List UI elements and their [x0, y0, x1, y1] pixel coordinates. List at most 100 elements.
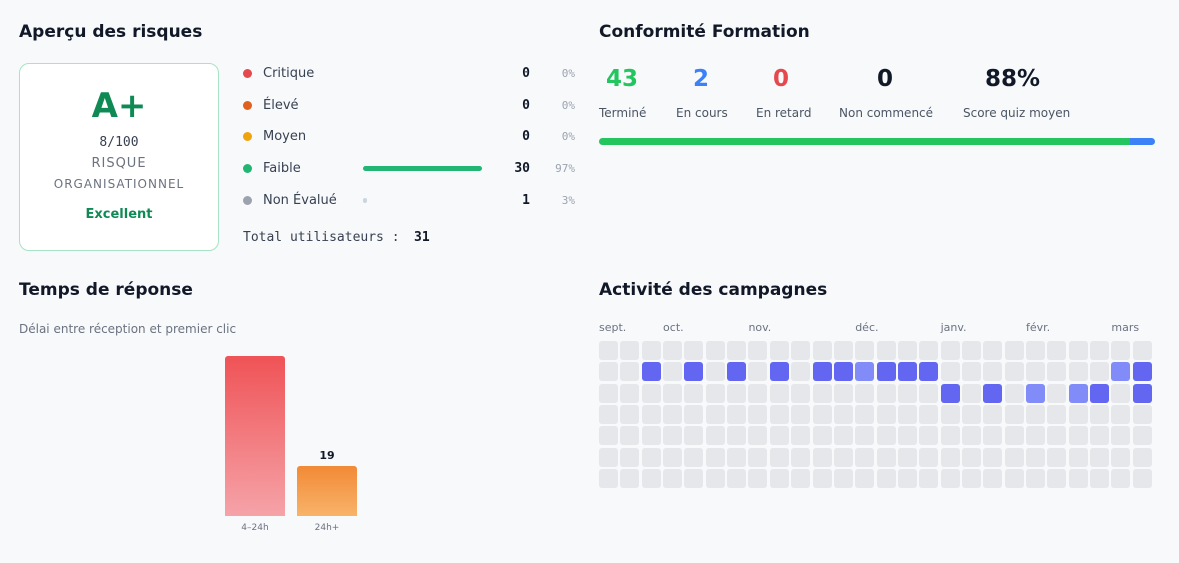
activity-cell	[791, 404, 811, 424]
activity-cell	[1004, 468, 1024, 488]
stat-label: Terminé	[599, 106, 647, 120]
month-label: nov.	[748, 321, 772, 334]
activity-cell	[812, 404, 832, 424]
activity-cell	[1132, 468, 1152, 488]
activity-cell	[684, 341, 704, 360]
activity-cell	[1132, 341, 1152, 360]
risk-count: 0	[522, 129, 530, 145]
activity-cell	[1026, 383, 1045, 403]
stat-value: 88%	[985, 66, 1041, 92]
rating: Excellent	[85, 207, 153, 222]
activity-cell	[769, 447, 789, 467]
activity-cell	[1132, 362, 1152, 382]
risk-name: Critique	[263, 66, 315, 81]
activity-cell	[791, 426, 811, 446]
activity-cell	[876, 404, 896, 424]
activity-cell	[855, 468, 875, 488]
stat-label: En cours	[676, 106, 728, 120]
activity-cell	[1111, 383, 1131, 403]
activity-cell	[940, 468, 960, 488]
activity-cell	[897, 447, 917, 467]
activity-cell	[748, 362, 768, 382]
risk-bar	[363, 197, 367, 203]
stat-label: Non commencé	[839, 106, 934, 120]
activity-cell	[1132, 447, 1152, 467]
activity-cell	[1068, 341, 1088, 360]
activity-cell	[1004, 426, 1024, 446]
activity-cell	[876, 383, 896, 403]
activity-cell	[641, 468, 661, 488]
activity-cell	[1090, 447, 1110, 467]
activity-cell	[1068, 468, 1088, 488]
activity-cell	[876, 447, 896, 467]
stat-value: 43	[606, 66, 639, 92]
activity-cell	[961, 426, 981, 446]
activity-cell	[791, 383, 811, 403]
progress-track	[599, 138, 1155, 145]
activity-cell	[727, 468, 747, 488]
activity-cell	[1111, 447, 1131, 467]
activity-cell	[940, 341, 960, 360]
panel-title: Aperçu des risques	[19, 22, 203, 42]
activity-cell	[983, 362, 1003, 382]
activity-cell	[983, 447, 1003, 467]
risk-percent: 0%	[561, 98, 575, 112]
activity-cell	[983, 383, 1003, 403]
subtitle: Délai entre réception et premier clic	[19, 322, 237, 336]
activity-cell	[1004, 447, 1024, 467]
activity-cell	[833, 468, 853, 488]
activity-cell	[748, 426, 768, 446]
risk-count: 0	[522, 66, 530, 81]
activity-cell	[705, 341, 725, 360]
activity-cell	[833, 341, 853, 360]
activity-cell	[897, 426, 917, 446]
activity-cell	[663, 404, 683, 424]
activity-cell	[812, 468, 832, 488]
activity-cell	[1047, 468, 1067, 488]
activity-cell	[833, 404, 853, 424]
risk-dot	[243, 195, 252, 205]
activity-cell	[833, 383, 853, 403]
activity-cell	[855, 404, 875, 424]
activity-cell	[1068, 362, 1088, 382]
activity-cell	[727, 362, 747, 382]
activity-cell	[812, 383, 832, 403]
activity-cell	[1047, 447, 1067, 467]
activity-cell	[1004, 383, 1024, 403]
activity-cell	[663, 426, 683, 446]
risk-count: 0	[522, 97, 530, 113]
grade: A+	[91, 86, 147, 126]
activity-cell	[620, 426, 640, 446]
activity-cell	[663, 383, 683, 403]
activity-cell	[833, 426, 853, 446]
activity-cell	[855, 341, 875, 360]
risk-count: 1	[522, 192, 530, 208]
activity-cell	[1068, 404, 1088, 424]
activity-cell	[1111, 404, 1131, 424]
activity-cell	[727, 447, 747, 467]
risk-bar	[363, 166, 483, 172]
activity-cell	[769, 341, 789, 360]
activity-cell	[876, 426, 896, 446]
activity-cell	[1004, 362, 1024, 382]
activity-cell	[897, 468, 917, 488]
risk-percent: 0%	[561, 67, 575, 80]
panel-title: Activité des campagnes	[599, 280, 828, 300]
activity-cell	[1132, 383, 1152, 403]
activity-cell	[1068, 447, 1088, 467]
total-value: 31	[414, 230, 430, 245]
activity-cell	[961, 404, 981, 424]
activity-cell	[1026, 468, 1045, 488]
activity-cell	[641, 341, 661, 360]
activity-cell	[1026, 404, 1045, 424]
activity-cell	[855, 383, 875, 403]
activity-cell	[1132, 404, 1152, 424]
stat-label: En retard	[756, 106, 812, 120]
activity-cell	[1111, 426, 1131, 446]
activity-cell	[1068, 383, 1088, 403]
activity-cell	[641, 404, 661, 424]
activity-cell	[1111, 362, 1131, 382]
activity-cell	[769, 468, 789, 488]
activity-cell	[919, 383, 939, 403]
